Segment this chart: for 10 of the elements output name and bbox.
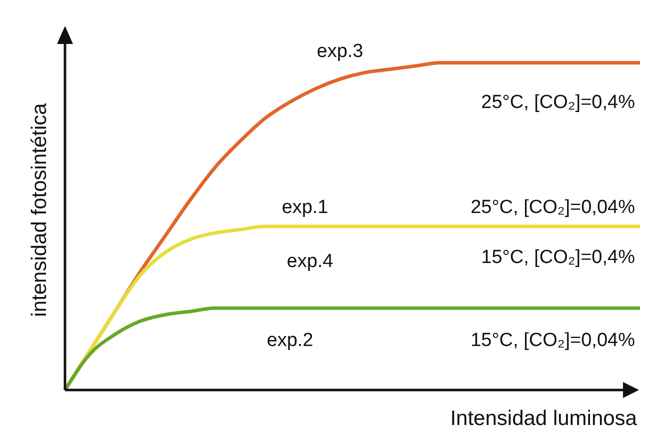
text: exp.3: [316, 41, 364, 62]
annotation: exp.4: [286, 251, 334, 272]
annotation: exp.1: [282, 197, 328, 218]
annotation: 25°C, [CO₂]=0,04%: [470, 197, 636, 218]
annotation: 15°C, [CO₂]=0,4%: [481, 247, 636, 268]
annotation: 15°C, [CO₂]=0,04%: [470, 330, 636, 352]
x-axis-title: Intensidad luminosa: [450, 407, 638, 430]
annotation: 25°C, [CO₂]=0,4%: [481, 92, 636, 114]
y-axis-title: intensidad fotosintética: [28, 102, 51, 317]
annotation: exp.2: [266, 330, 314, 352]
